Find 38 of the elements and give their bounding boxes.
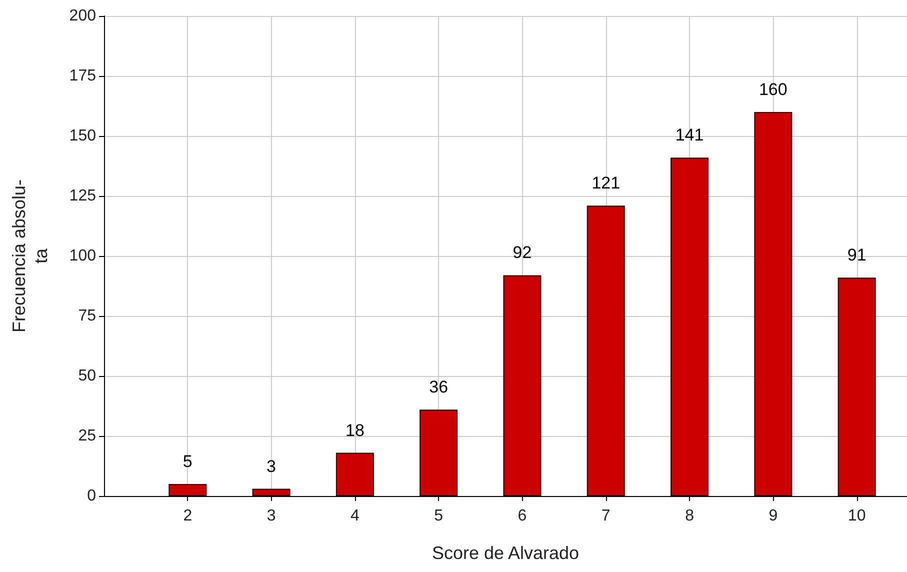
x-tick-label: 2 xyxy=(183,508,192,524)
y-tick-label: 125 xyxy=(69,188,96,204)
bar xyxy=(754,112,792,496)
bar xyxy=(336,452,374,496)
bar xyxy=(252,488,290,496)
bar xyxy=(503,275,542,496)
x-tick-label: 4 xyxy=(350,508,360,524)
bar xyxy=(838,278,876,496)
bar xyxy=(586,206,625,496)
x-axis-title: Score de Alvarado xyxy=(432,543,580,563)
bar xyxy=(420,410,458,496)
y-tick-label: 0 xyxy=(87,488,96,504)
y-tick-label: 150 xyxy=(69,128,96,144)
data-label: 141 xyxy=(675,126,704,145)
y-tick-label: 175 xyxy=(69,68,96,84)
data-label: 3 xyxy=(266,456,276,476)
data-label: 18 xyxy=(345,420,364,440)
y-tick-label: 25 xyxy=(78,428,96,444)
data-label: 92 xyxy=(512,243,532,262)
data-label: 160 xyxy=(758,80,788,99)
y-tick-label: 100 xyxy=(69,248,96,264)
y-axis-title: Frecuencia absolu- ta xyxy=(9,179,51,333)
data-label: 36 xyxy=(429,378,448,397)
y-tick-label: 50 xyxy=(78,368,96,384)
x-tick-label: 6 xyxy=(518,508,527,524)
y-tick-label: 75 xyxy=(78,308,96,324)
x-tick-label: 10 xyxy=(848,508,866,524)
x-tick-label: 7 xyxy=(601,508,610,524)
x-tick-label: 9 xyxy=(768,508,778,524)
data-label: 91 xyxy=(847,246,866,265)
x-tick-label: 8 xyxy=(685,508,694,524)
y-tick-label: 200 xyxy=(69,8,96,24)
x-tick-label: 3 xyxy=(266,508,276,524)
bar xyxy=(670,158,709,496)
x-tick-label: 5 xyxy=(434,508,444,524)
data-label: 5 xyxy=(182,452,192,471)
data-label: 121 xyxy=(592,174,620,193)
bar xyxy=(168,484,207,496)
